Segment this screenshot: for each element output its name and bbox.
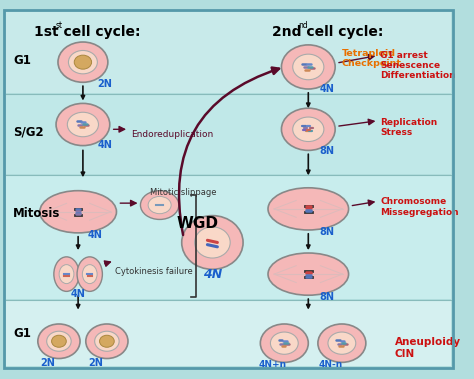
Text: 1st cell cycle:: 1st cell cycle: [35, 25, 141, 39]
Ellipse shape [270, 332, 298, 354]
FancyBboxPatch shape [6, 175, 451, 299]
Text: Cytokinesis failure: Cytokinesis failure [115, 267, 192, 276]
Text: Aneuploidy
CIN: Aneuploidy CIN [395, 337, 461, 359]
Text: 2N: 2N [40, 357, 55, 368]
Text: 8N: 8N [320, 146, 335, 156]
Text: 2N: 2N [88, 357, 103, 368]
Text: 4N: 4N [88, 230, 102, 240]
Ellipse shape [68, 50, 97, 74]
Ellipse shape [74, 55, 91, 69]
Ellipse shape [195, 227, 230, 258]
Ellipse shape [38, 324, 80, 359]
FancyBboxPatch shape [6, 12, 451, 93]
Ellipse shape [328, 332, 356, 354]
Ellipse shape [318, 324, 366, 362]
Ellipse shape [282, 45, 335, 89]
Text: Tetraploid
Checkpoint: Tetraploid Checkpoint [342, 49, 402, 68]
Ellipse shape [56, 103, 110, 146]
Text: 4N: 4N [97, 140, 112, 150]
Text: 8N: 8N [320, 227, 335, 237]
Ellipse shape [67, 112, 99, 137]
Text: 4N: 4N [320, 84, 335, 94]
Text: G1: G1 [13, 327, 31, 340]
Ellipse shape [95, 331, 119, 351]
Text: 2nd cell cycle:: 2nd cell cycle: [272, 25, 383, 39]
Ellipse shape [148, 196, 171, 214]
Ellipse shape [182, 216, 243, 269]
Ellipse shape [40, 191, 117, 233]
Text: Replication
Stress: Replication Stress [380, 117, 438, 137]
Ellipse shape [47, 331, 71, 351]
Text: G1: G1 [13, 54, 31, 67]
Text: 4N+n: 4N+n [259, 360, 287, 370]
Text: Endoreduplication: Endoreduplication [131, 130, 213, 139]
Text: 4N: 4N [71, 290, 85, 299]
Text: 2N: 2N [97, 80, 112, 89]
Text: 4N: 4N [203, 268, 222, 281]
Ellipse shape [100, 335, 114, 347]
Text: G1 arrest
Senescence
Differentiation: G1 arrest Senescence Differentiation [380, 51, 456, 80]
Text: 8N: 8N [320, 292, 335, 302]
Text: S/G2: S/G2 [13, 126, 44, 139]
FancyBboxPatch shape [6, 300, 451, 366]
Text: WGD: WGD [177, 216, 219, 231]
Ellipse shape [140, 191, 179, 219]
FancyBboxPatch shape [6, 94, 451, 174]
Ellipse shape [260, 324, 308, 362]
Text: 4N-n: 4N-n [318, 360, 343, 370]
Ellipse shape [58, 42, 108, 82]
Text: Mitosis: Mitosis [13, 207, 60, 220]
Ellipse shape [293, 54, 324, 80]
Ellipse shape [82, 265, 97, 283]
Text: Chromosome
Missegregation: Chromosome Missegregation [380, 197, 459, 217]
Text: nd: nd [299, 21, 309, 30]
Text: Mitotic slippage: Mitotic slippage [150, 188, 217, 197]
Text: st: st [55, 21, 62, 30]
Ellipse shape [59, 265, 74, 283]
Ellipse shape [268, 188, 348, 230]
Ellipse shape [54, 257, 79, 291]
Ellipse shape [52, 335, 66, 347]
Ellipse shape [268, 253, 348, 295]
Ellipse shape [282, 108, 335, 150]
Ellipse shape [293, 117, 324, 141]
Ellipse shape [86, 324, 128, 359]
Ellipse shape [77, 257, 102, 291]
